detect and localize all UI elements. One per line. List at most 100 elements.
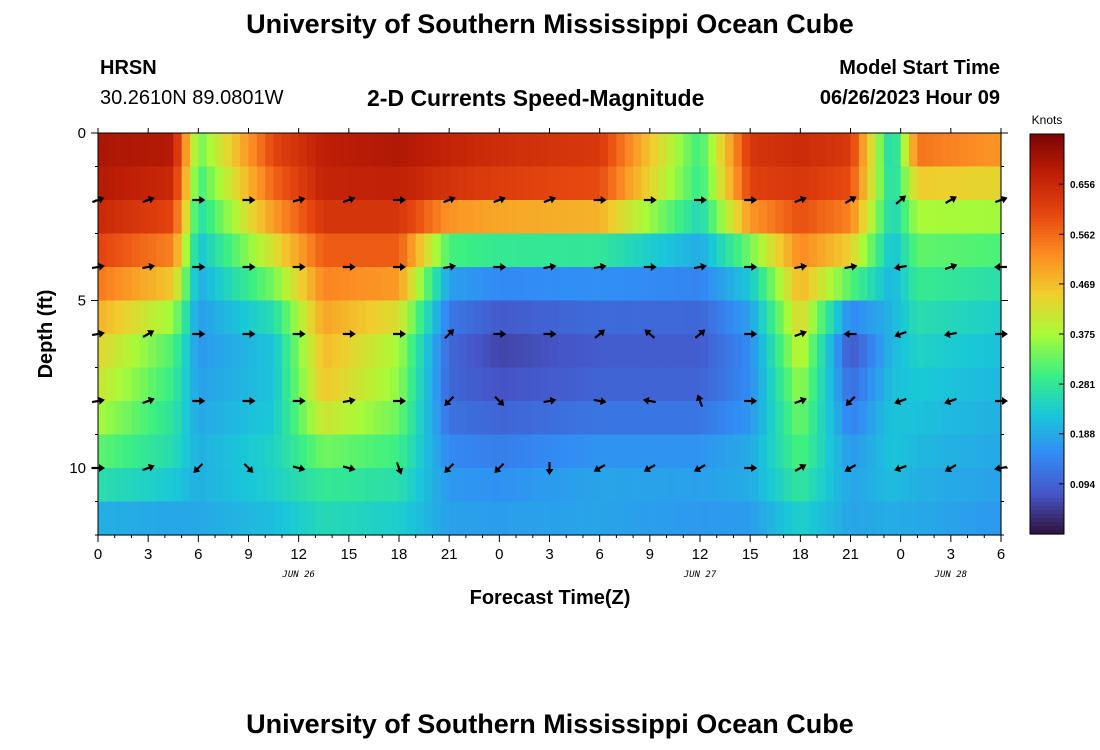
- heatmap-cell: [557, 501, 567, 536]
- direction-arrow: [493, 263, 507, 271]
- heatmap-cell: [340, 468, 350, 503]
- heatmap-cell: [900, 468, 910, 503]
- heatmap-cell: [975, 300, 985, 335]
- heatmap-cell: [842, 300, 852, 335]
- heatmap-cell: [123, 367, 133, 402]
- heatmap-cell: [206, 133, 216, 168]
- colorbar-band: [1030, 302, 1064, 307]
- heatmap-cell: [608, 367, 617, 402]
- heatmap-cell: [925, 334, 935, 369]
- heatmap-cell: [415, 233, 425, 268]
- colorbar-band: [1030, 182, 1064, 187]
- heatmap-cell: [156, 434, 166, 469]
- heatmap-cell: [357, 267, 367, 302]
- heatmap-cell: [206, 401, 216, 436]
- colorbar-band: [1030, 498, 1064, 503]
- heatmap-cell: [332, 367, 342, 402]
- heatmap-cell: [541, 334, 551, 369]
- heatmap-cell: [298, 133, 308, 168]
- heatmap-cell: [909, 501, 918, 536]
- heatmap-cell: [223, 133, 233, 168]
- heatmap-cell: [256, 367, 266, 402]
- heatmap-cell: [775, 200, 785, 235]
- heatmap-cell: [566, 300, 576, 335]
- heatmap-cell: [206, 367, 216, 402]
- heatmap-cell: [490, 233, 500, 268]
- colorbar-band: [1030, 470, 1064, 475]
- heatmap-cell: [608, 300, 617, 335]
- heatmap-cell: [123, 468, 133, 503]
- heatmap-cell: [975, 133, 985, 168]
- direction-arrow: [744, 397, 758, 405]
- heatmap-cell: [783, 434, 793, 469]
- heatmap-cell: [240, 401, 250, 436]
- heatmap-cell: [181, 334, 191, 369]
- heatmap-cell: [248, 200, 258, 235]
- heatmap-cell: [691, 367, 701, 402]
- heatmap-cell: [432, 501, 442, 536]
- colorbar-band: [1030, 390, 1064, 395]
- heatmap-cell: [808, 501, 818, 536]
- heatmap-cell: [281, 334, 291, 369]
- heatmap-cell: [465, 334, 475, 369]
- heatmap-cell: [390, 434, 400, 469]
- heatmap-cell: [181, 233, 191, 268]
- heatmap-cell: [273, 166, 283, 201]
- x-tick-label: 18: [792, 546, 809, 563]
- heatmap-cell: [315, 300, 325, 335]
- heatmap-cell: [783, 300, 793, 335]
- heatmap-cell: [984, 233, 994, 268]
- heatmap-cell: [800, 233, 810, 268]
- heatmap-cell: [189, 401, 199, 436]
- colorbar-band: [1030, 402, 1064, 407]
- heatmap-cell: [541, 300, 551, 335]
- heatmap-cell: [633, 468, 643, 503]
- heatmap-cell: [357, 401, 367, 436]
- heatmap-cell: [674, 267, 684, 302]
- heatmap-cell: [674, 300, 684, 335]
- heatmap-cell: [716, 233, 726, 268]
- heatmap-cell: [399, 200, 408, 235]
- heatmap-cell: [348, 267, 358, 302]
- heatmap-cell: [883, 334, 893, 369]
- heatmap-cell: [817, 200, 827, 235]
- heatmap-cell: [633, 300, 643, 335]
- colorbar-band: [1030, 326, 1064, 331]
- heatmap-cell: [833, 501, 843, 536]
- heatmap-cell: [850, 334, 860, 369]
- heatmap-cell: [582, 501, 592, 536]
- colorbar-band: [1030, 246, 1064, 251]
- heatmap-cell: [909, 300, 918, 335]
- heatmap-cell: [449, 233, 459, 268]
- heatmap-cell: [507, 401, 517, 436]
- direction-arrow: [342, 263, 356, 271]
- heatmap-cell: [775, 334, 785, 369]
- heatmap-cell: [215, 267, 225, 302]
- heatmap-cell: [975, 267, 985, 302]
- heatmap-cell: [608, 468, 617, 503]
- heatmap-cell: [365, 300, 375, 335]
- heatmap-cell: [407, 434, 417, 469]
- x-tick-label: 12: [290, 546, 307, 563]
- heatmap-cell: [641, 334, 651, 369]
- heatmap-cell: [883, 166, 893, 201]
- heatmap-cell: [307, 334, 316, 369]
- heatmap-cell: [290, 267, 300, 302]
- heatmap-cell: [666, 166, 676, 201]
- direction-arrow: [844, 196, 857, 204]
- heatmap-cell: [106, 233, 116, 268]
- heatmap-cell: [474, 434, 484, 469]
- direction-arrow: [694, 329, 706, 339]
- heatmap-cell: [173, 133, 183, 168]
- heatmap-cell: [649, 434, 659, 469]
- heatmap-cell: [817, 233, 827, 268]
- heatmap-cell: [123, 233, 133, 268]
- heatmap-cell: [883, 401, 893, 436]
- heatmap-cell: [148, 501, 158, 536]
- heatmap-cell: [549, 401, 559, 436]
- heatmap-cell: [591, 166, 601, 201]
- heatmap-cell: [833, 166, 843, 201]
- heatmap-cell: [867, 434, 877, 469]
- heatmap-cell: [942, 133, 952, 168]
- heatmap-cell: [516, 468, 526, 503]
